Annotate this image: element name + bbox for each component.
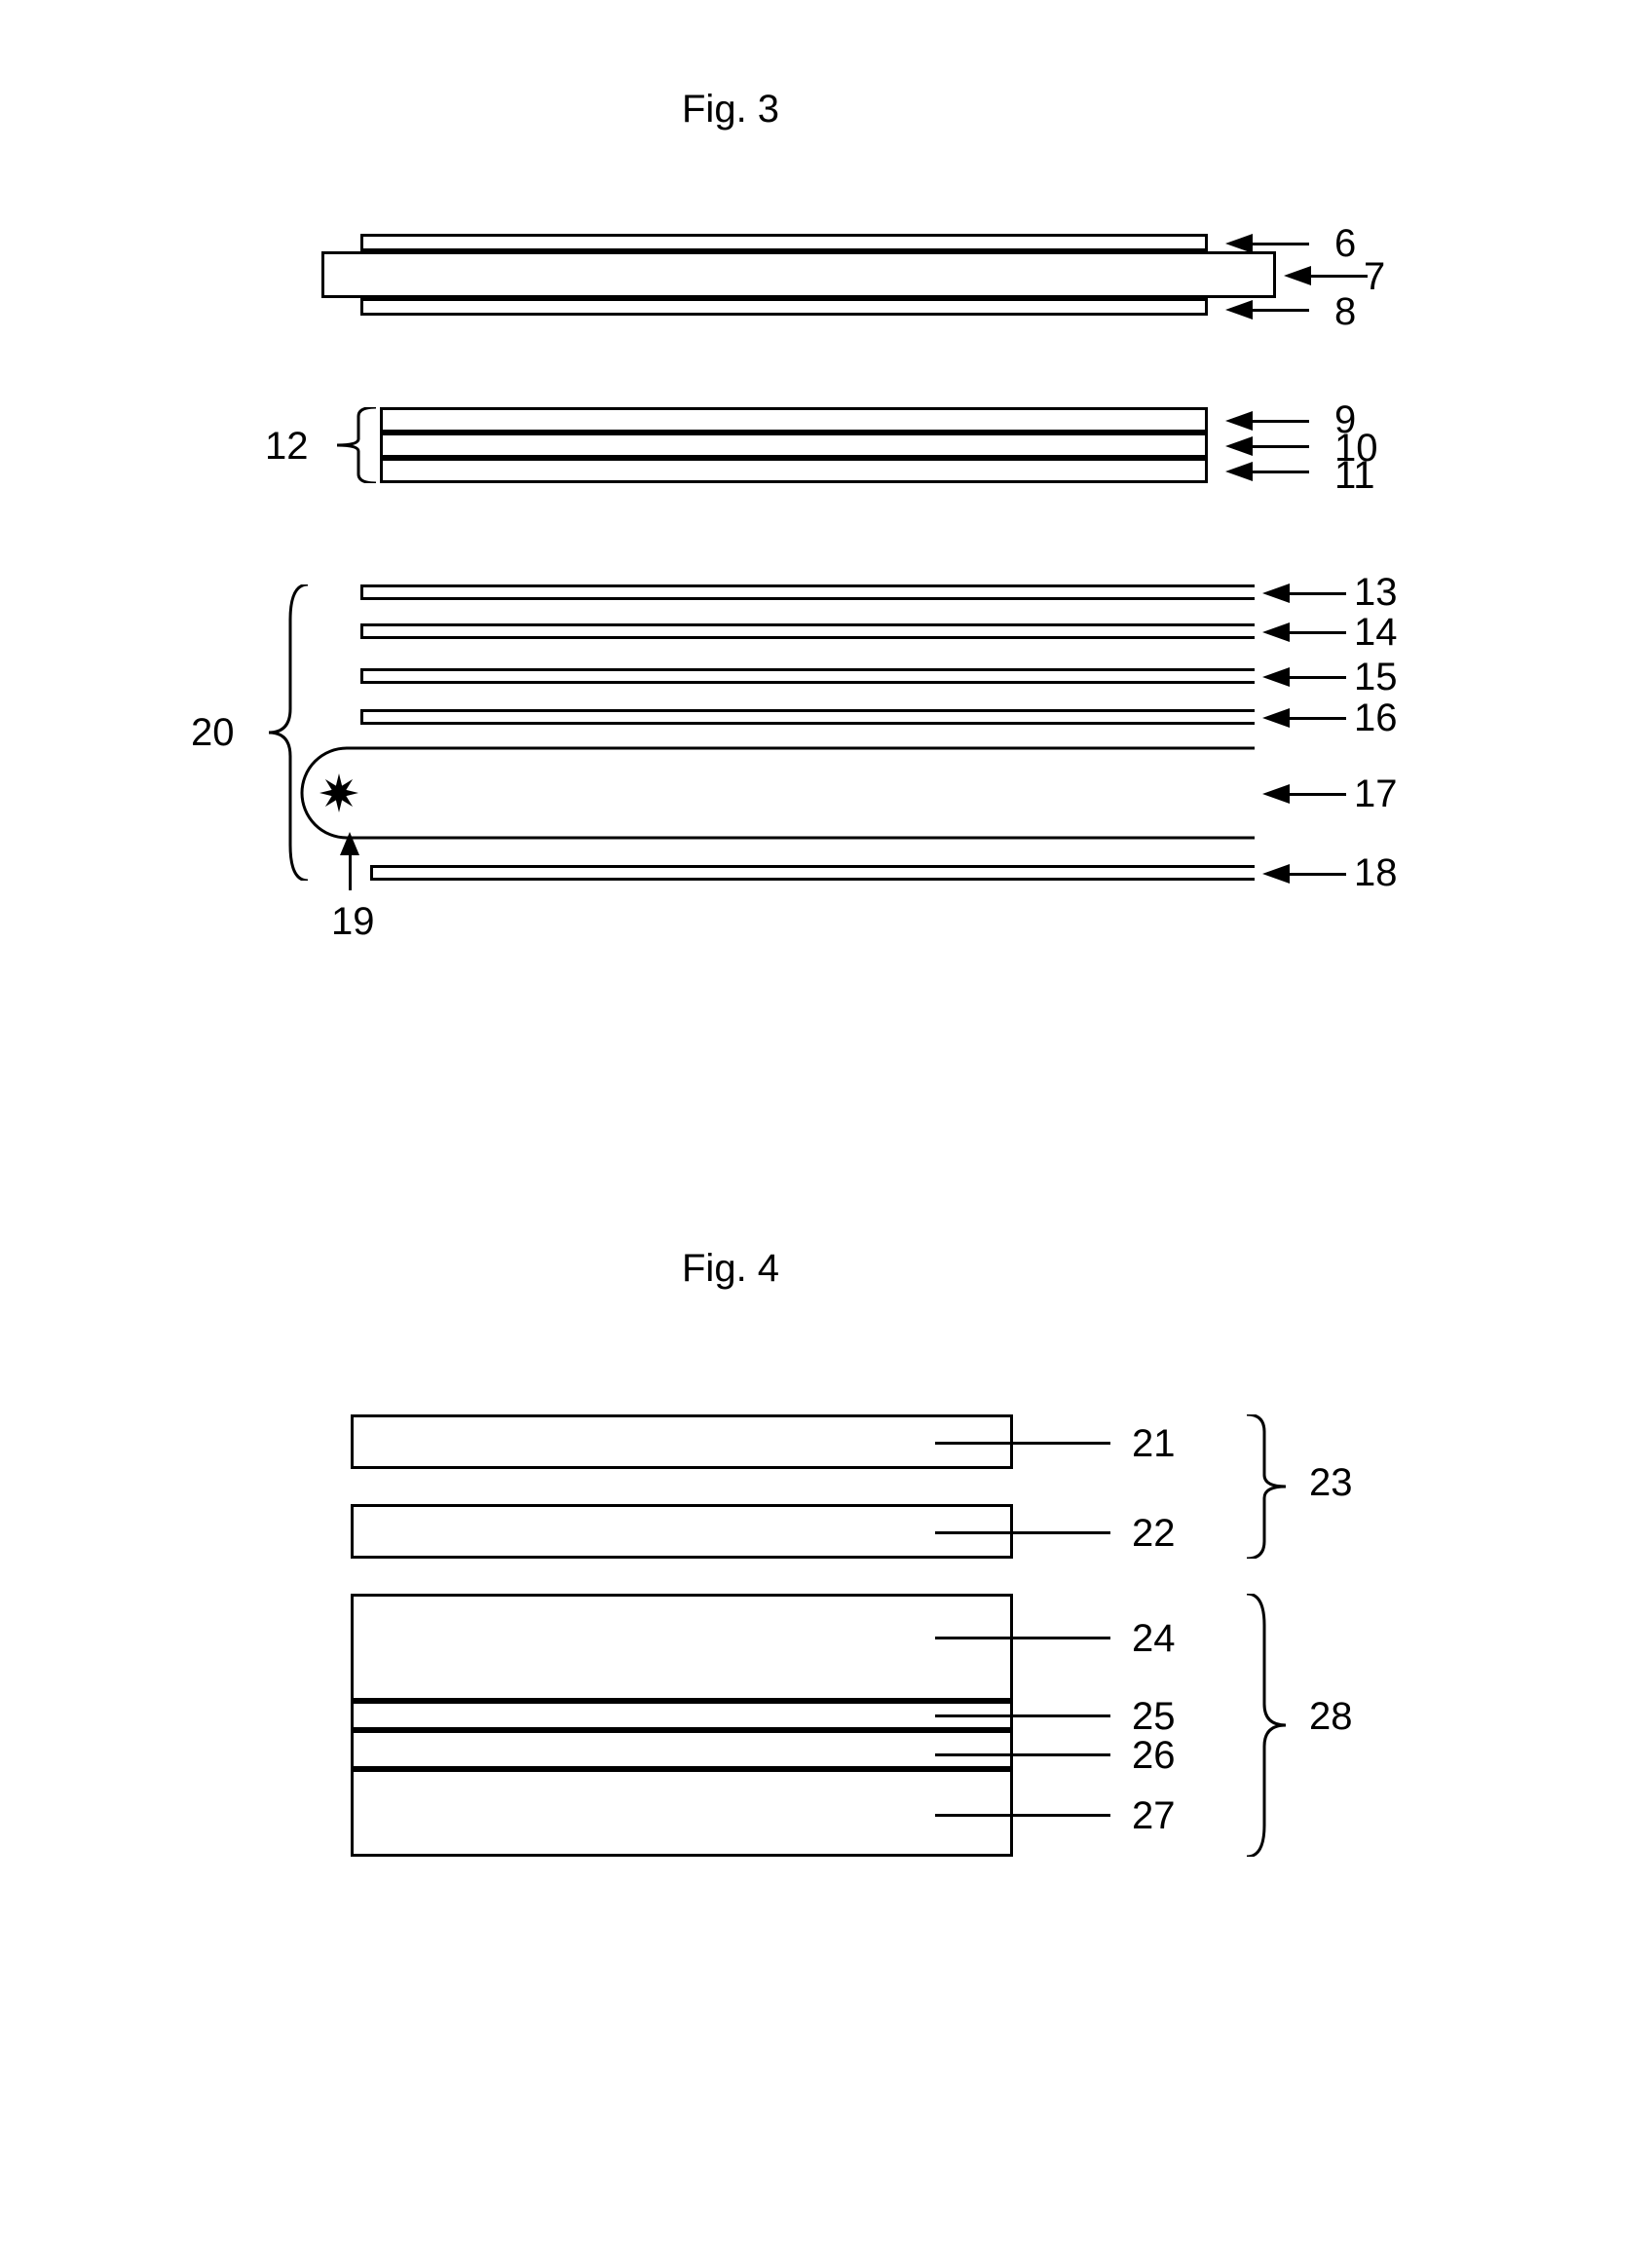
fig3-leader-17 [1288, 793, 1346, 796]
fig3-layer-7 [321, 251, 1276, 298]
fig3-layer-16 [360, 709, 1255, 725]
fig3-label-18: 18 [1354, 851, 1398, 895]
fig3-label-13: 13 [1354, 571, 1398, 615]
fig3-label-7: 7 [1364, 255, 1385, 299]
fig3-arrow-14 [1262, 622, 1290, 642]
fig3-arrow-11 [1225, 462, 1253, 481]
fig3-leader-19 [349, 851, 352, 890]
fig3-title: Fig. 3 [682, 88, 779, 132]
fig3-brace-12 [337, 407, 376, 483]
fig3-label-16: 16 [1354, 697, 1398, 740]
fig4-label-22: 22 [1132, 1512, 1176, 1556]
fig4-leader-21 [935, 1442, 1110, 1445]
fig4-layer-22 [351, 1504, 1013, 1559]
fig3-arrow-18 [1262, 864, 1290, 884]
fig4-layer-21 [351, 1414, 1013, 1469]
fig3-leader-8 [1251, 309, 1309, 312]
fig3-arrow-9 [1225, 411, 1253, 431]
fig3-leader-7 [1309, 275, 1368, 278]
fig3-label-11: 11 [1334, 454, 1375, 498]
fig3-leader-18 [1288, 873, 1346, 876]
fig4-leader-25 [935, 1714, 1110, 1717]
fig3-layer-11 [380, 458, 1208, 483]
fig4-label-21: 21 [1132, 1422, 1176, 1466]
fig4-title: Fig. 4 [682, 1247, 779, 1291]
fig3-layer-18 [370, 865, 1255, 881]
fig3-brace-20 [269, 584, 308, 881]
fig4-brace-label-23: 23 [1309, 1461, 1353, 1505]
fig3-leader-15 [1288, 676, 1346, 679]
fig3-arrow-15 [1262, 667, 1290, 687]
fig3-leader-14 [1288, 631, 1346, 634]
fig3-leader-16 [1288, 717, 1346, 720]
fig3-arrow-13 [1262, 584, 1290, 603]
fig3-label-8: 8 [1334, 290, 1356, 334]
fig4-layer-26 [351, 1730, 1013, 1769]
fig3-arrow-6 [1225, 234, 1253, 253]
fig3-star-marker [317, 771, 361, 815]
fig4-label-26: 26 [1132, 1734, 1176, 1778]
fig4-layer-27 [351, 1769, 1013, 1857]
fig4-leader-22 [935, 1531, 1110, 1534]
fig3-label-19: 19 [331, 900, 375, 944]
fig3-label-15: 15 [1354, 656, 1398, 699]
fig3-leader-6 [1251, 243, 1309, 245]
fig3-brace-label-20: 20 [191, 711, 235, 755]
fig4-leader-26 [935, 1753, 1110, 1756]
fig3-arrow-7 [1284, 266, 1311, 285]
fig4-layer-25 [351, 1701, 1013, 1730]
fig3-layer-8 [360, 298, 1208, 316]
fig3-leader-10 [1251, 445, 1309, 448]
fig3-arrow-17 [1262, 784, 1290, 804]
fig3-brace-label-12: 12 [265, 425, 309, 469]
fig3-leader-11 [1251, 471, 1309, 473]
fig3-layer-13 [360, 584, 1255, 600]
fig4-label-24: 24 [1132, 1617, 1176, 1661]
fig3-layer-6 [360, 234, 1208, 251]
fig3-layer-14 [360, 623, 1255, 639]
fig3-leader-13 [1288, 592, 1346, 595]
fig4-leader-27 [935, 1814, 1110, 1817]
fig3-arrow-10 [1225, 436, 1253, 456]
fig4-brace-label-28: 28 [1309, 1695, 1353, 1739]
fig3-label-17: 17 [1354, 772, 1398, 816]
fig3-label-6: 6 [1334, 222, 1356, 266]
fig4-label-27: 27 [1132, 1794, 1176, 1838]
fig3-label-14: 14 [1354, 611, 1398, 655]
fig3-leader-9 [1251, 420, 1309, 423]
fig3-layer-9 [380, 407, 1208, 433]
fig3-arrow-19 [340, 832, 359, 855]
fig4-layer-24 [351, 1594, 1013, 1701]
fig3-layer-10 [380, 433, 1208, 458]
fig4-brace-28 [1247, 1594, 1286, 1857]
fig3-arrow-16 [1262, 708, 1290, 728]
fig4-brace-23 [1247, 1414, 1286, 1559]
fig4-leader-24 [935, 1637, 1110, 1639]
fig3-layer-15 [360, 668, 1255, 684]
fig3-layer-17 [300, 746, 1257, 840]
fig3-arrow-8 [1225, 300, 1253, 320]
fig4-label-25: 25 [1132, 1695, 1176, 1739]
